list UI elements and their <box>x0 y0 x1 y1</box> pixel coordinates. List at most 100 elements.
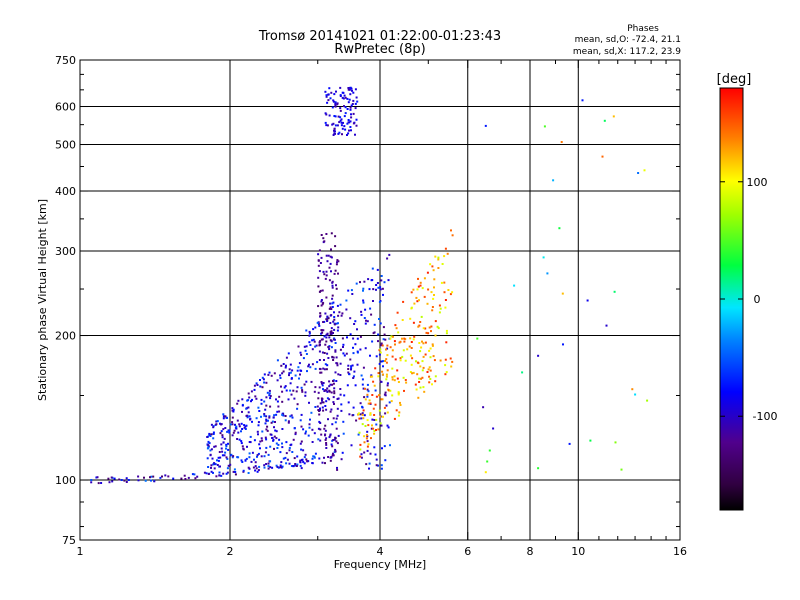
data-point <box>313 390 316 393</box>
data-point <box>327 456 330 458</box>
data-point <box>307 365 310 368</box>
data-point <box>274 429 277 432</box>
data-point <box>369 412 372 415</box>
colorbar-ticks: 100 0 -100 <box>720 176 777 423</box>
data-point <box>399 357 402 360</box>
data-point <box>108 481 111 484</box>
data-point <box>313 456 316 459</box>
data-point <box>439 359 442 362</box>
data-point <box>296 463 299 466</box>
data-point <box>284 456 287 459</box>
data-point <box>420 315 423 318</box>
data-point <box>321 461 324 464</box>
data-point <box>391 378 394 381</box>
data-point <box>402 349 405 352</box>
data-point <box>236 419 239 422</box>
data-point <box>345 299 348 302</box>
data-point <box>240 430 242 433</box>
data-point <box>326 317 329 320</box>
data-point <box>372 332 375 335</box>
data-point <box>212 431 215 434</box>
data-point <box>319 340 322 343</box>
data-point <box>336 414 339 417</box>
data-point <box>226 416 228 419</box>
data-point <box>335 356 338 359</box>
data-point <box>387 279 390 282</box>
data-point <box>210 466 212 469</box>
data-point <box>428 349 431 352</box>
data-point <box>318 367 321 370</box>
data-point <box>277 466 280 469</box>
data-point <box>398 411 401 414</box>
data-point <box>373 414 376 416</box>
data-point <box>143 476 145 479</box>
data-point <box>357 433 360 436</box>
data-point <box>263 373 266 376</box>
data-point <box>359 402 362 405</box>
data-point <box>334 450 337 453</box>
data-point <box>326 315 329 318</box>
data-point <box>322 237 325 240</box>
data-point <box>299 373 301 376</box>
data-point <box>486 460 489 463</box>
data-point <box>422 327 425 330</box>
data-point <box>282 414 285 417</box>
data-point <box>187 476 190 479</box>
data-point <box>328 398 331 401</box>
data-point <box>338 121 341 124</box>
data-point <box>326 101 329 104</box>
data-point <box>361 378 364 381</box>
data-point <box>311 457 314 460</box>
data-point <box>421 369 424 372</box>
data-point <box>257 452 260 455</box>
data-point <box>318 386 321 389</box>
data-point <box>191 473 194 476</box>
data-point <box>280 461 283 464</box>
data-point <box>373 432 376 435</box>
data-point <box>394 358 397 361</box>
data-point <box>247 406 250 409</box>
data-point <box>375 464 378 467</box>
data-point <box>386 369 389 372</box>
data-point <box>268 394 271 397</box>
data-point <box>331 302 334 305</box>
data-point <box>381 447 383 450</box>
data-point <box>311 363 314 366</box>
data-point <box>224 427 227 429</box>
data-point <box>305 380 308 383</box>
data-point <box>308 341 311 344</box>
data-point <box>434 255 437 258</box>
data-point <box>362 299 365 302</box>
data-point <box>410 341 413 343</box>
data-point <box>153 480 156 483</box>
data-point <box>332 332 334 334</box>
data-point <box>264 408 267 411</box>
data-point <box>236 402 239 405</box>
data-point <box>297 345 300 348</box>
data-point <box>330 408 333 411</box>
y-tick-label: 500 <box>55 139 76 152</box>
data-point <box>360 374 363 377</box>
data-point <box>289 444 292 447</box>
data-point <box>383 445 386 448</box>
data-point <box>282 457 285 460</box>
data-point <box>332 396 335 399</box>
data-point <box>295 390 298 393</box>
data-point <box>429 347 432 350</box>
data-point <box>221 436 224 439</box>
data-point <box>378 394 381 397</box>
data-point <box>298 362 301 365</box>
data-point <box>322 301 325 304</box>
data-point <box>346 384 349 387</box>
data-point <box>222 472 225 475</box>
data-point <box>351 364 354 367</box>
data-point <box>384 338 387 341</box>
data-point <box>333 403 335 405</box>
data-point <box>327 93 330 96</box>
data-point <box>257 469 260 472</box>
y-tick-label: 300 <box>55 245 76 258</box>
data-point <box>337 326 340 329</box>
data-point <box>330 331 332 334</box>
data-point <box>412 338 415 341</box>
data-point <box>330 308 333 310</box>
